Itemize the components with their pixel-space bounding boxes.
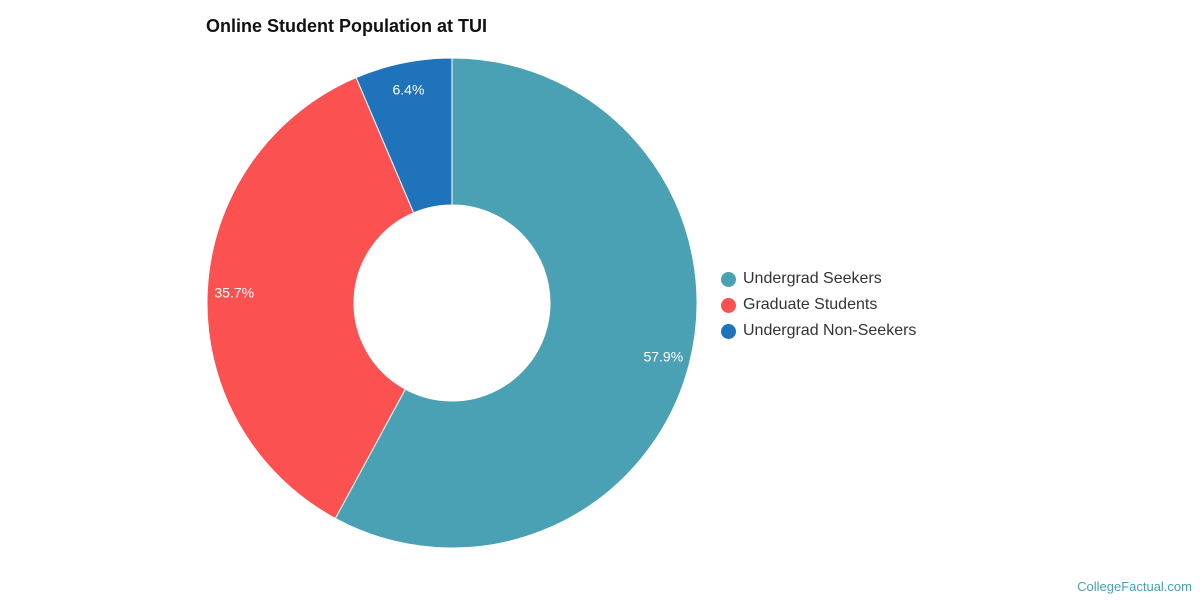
legend-item-graduate-students[interactable]: Graduate Students xyxy=(721,292,916,318)
legend-label: Undergrad Non-Seekers xyxy=(743,322,917,339)
legend-label: Undergrad Seekers xyxy=(743,270,882,287)
chart-title: Online Student Population at TUI xyxy=(206,16,487,36)
slice-data-label: 6.4% xyxy=(393,81,425,97)
legend-label: Graduate Students xyxy=(743,296,878,313)
slice-undergrad-non-seekers[interactable] xyxy=(355,57,453,214)
slice-data-label: 35.7% xyxy=(214,285,254,301)
slice-graduate-students[interactable] xyxy=(206,76,415,520)
legend-item-undergrad-seekers[interactable]: Undergrad Seekers xyxy=(721,266,916,292)
legend-item-undergrad-non-seekers[interactable]: Undergrad Non-Seekers xyxy=(721,318,916,344)
slice-undergrad-seekers[interactable] xyxy=(334,57,698,549)
watermark-link[interactable]: CollegeFactual.com xyxy=(1077,579,1192,594)
legend-swatch xyxy=(721,297,736,313)
legend-swatch xyxy=(721,323,736,339)
legend-swatch xyxy=(721,271,736,287)
chart-legend: Undergrad Seekers Graduate Students Unde… xyxy=(721,266,916,344)
slice-data-label: 57.9% xyxy=(643,349,683,365)
